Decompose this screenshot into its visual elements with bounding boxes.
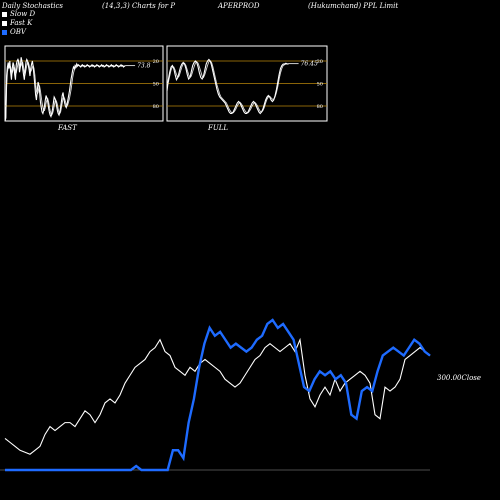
legend-fast-k-swatch (2, 20, 7, 26)
full-series-0 (166, 58, 289, 115)
legend-obv-swatch (2, 29, 7, 35)
full-last-value-label: 76.45 (301, 61, 318, 68)
main-series-obv (5, 318, 431, 472)
main-panel: 300.00Close (0, 318, 481, 472)
legend-slow-d-label: Slow D (10, 10, 36, 18)
fast-series-1 (4, 59, 126, 122)
main-series-close (4, 337, 431, 455)
full-tick-label-20: 80 (317, 104, 323, 110)
fast-tick-label-80: 20 (153, 59, 159, 65)
fast-tick-label-20: 80 (153, 104, 159, 110)
legend-obv-label: OBV (10, 28, 26, 36)
full-tick-label-50: 50 (317, 82, 323, 88)
fast-last-value-label: 73.8 (137, 63, 151, 70)
full-series-1 (166, 60, 289, 114)
legend-fast-k-label: Fast K (10, 19, 33, 27)
header-title: Daily Stochastics (2, 2, 64, 10)
header-params: (14,3,3) Charts for P (102, 2, 176, 10)
full-tick-label-80: 20 (317, 59, 323, 65)
header-company: (Hukumchand) PPL Limit (308, 2, 399, 10)
legend-slow-d: Slow D (2, 10, 35, 18)
legend-fast-k: Fast K (2, 19, 32, 27)
fast-tick-label-50: 50 (153, 82, 159, 88)
legend-slow-d-swatch (2, 11, 7, 17)
fast-panel-label: FAST (58, 124, 77, 132)
header-symbol: APERPROD (218, 2, 260, 10)
legend-obv: OBV (2, 28, 26, 36)
full-panel-label: FULL (208, 124, 229, 132)
main-value-label: 300.00Close (437, 374, 481, 382)
